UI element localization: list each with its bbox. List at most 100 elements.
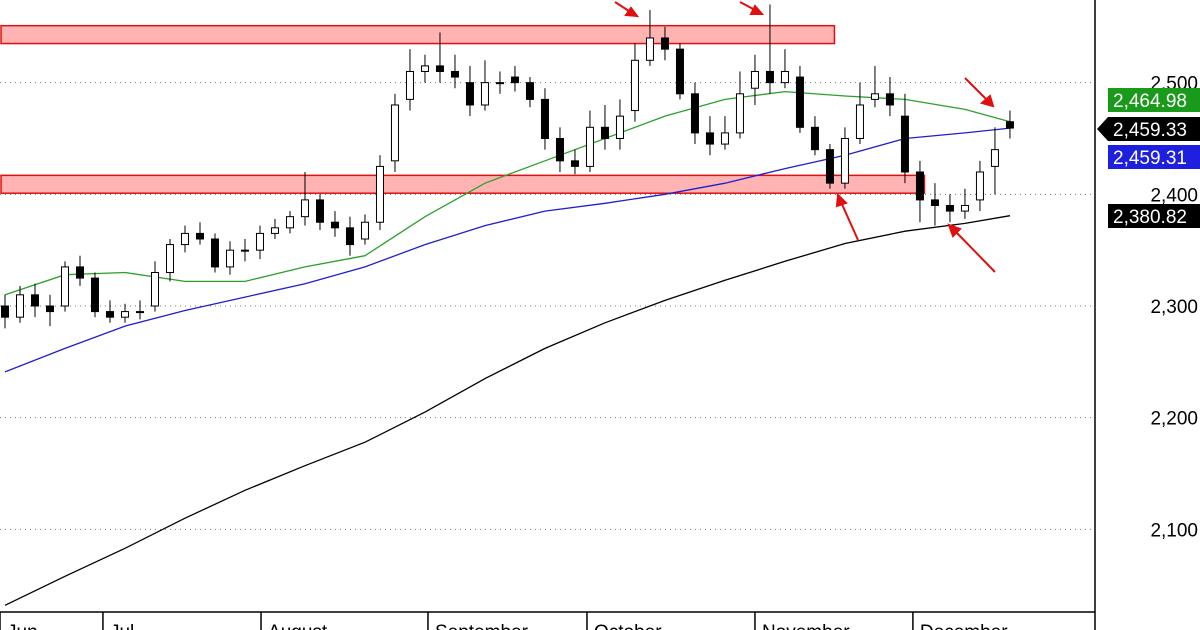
candle-body — [165, 244, 174, 273]
candle-body — [555, 137, 564, 162]
price-label-box — [1108, 145, 1200, 169]
candle-body — [270, 227, 279, 234]
candle-body — [330, 221, 339, 229]
price-label: 2,380.82 — [1108, 204, 1200, 228]
candle-body — [540, 98, 549, 139]
price-label-text: 2,464.98 — [1113, 91, 1187, 112]
arrow-head — [835, 192, 848, 208]
price-label-text: 2,380.82 — [1113, 207, 1187, 228]
price-label-text: 2,459.33 — [1113, 120, 1187, 141]
candle-body — [285, 216, 294, 229]
candle-body — [765, 70, 774, 84]
ma-line — [4, 215, 1011, 606]
candle-body — [405, 70, 414, 100]
candle-body — [885, 93, 894, 106]
arrow — [964, 77, 989, 102]
zone — [0, 174, 926, 194]
candle-body — [315, 199, 324, 223]
candle-body — [435, 65, 444, 72]
candle-body — [600, 126, 609, 139]
price-label-box — [1108, 88, 1200, 112]
candle-body — [795, 76, 804, 128]
candle-body — [915, 171, 924, 201]
candle-body — [900, 115, 909, 173]
candle-body — [480, 82, 489, 106]
candle-body — [255, 232, 264, 251]
candle-body — [810, 126, 819, 151]
y-tick-label: 2,100 — [1150, 520, 1198, 541]
arrow — [840, 201, 859, 241]
candle-body — [735, 93, 744, 134]
candle-body — [870, 93, 879, 100]
candle-body — [945, 204, 954, 212]
candle-body — [450, 70, 459, 78]
candle-body — [660, 37, 669, 50]
candle-body — [90, 277, 99, 313]
candle-body — [705, 132, 714, 145]
candle-body — [645, 37, 654, 61]
candle-body — [225, 249, 234, 268]
y-tick-label: 2,200 — [1150, 409, 1198, 430]
candle-body — [465, 82, 474, 106]
x-tick-label: November — [762, 622, 850, 630]
price-label: 2,459.33 — [1097, 117, 1200, 141]
arrow-head — [979, 94, 995, 108]
candle-body — [150, 271, 159, 307]
price-label: 2,464.98 — [1108, 88, 1200, 112]
candle-body — [975, 171, 984, 201]
price-label-box — [1108, 204, 1200, 228]
zone — [0, 24, 836, 45]
candle-body — [675, 48, 684, 95]
candle-body — [1005, 121, 1014, 129]
candle-body — [240, 249, 249, 252]
arrow-head — [947, 223, 962, 238]
candle-body — [300, 199, 309, 218]
candle-body — [615, 115, 624, 139]
candle-body — [930, 199, 939, 206]
candle-body — [990, 149, 999, 167]
candle-body — [840, 137, 849, 184]
candle-body — [195, 232, 204, 240]
price-label-text: 2,459.31 — [1113, 148, 1187, 169]
candle-body — [630, 59, 639, 112]
candle-body — [690, 93, 699, 134]
arrow-head — [624, 6, 640, 18]
x-tick-label: Jul — [110, 622, 134, 630]
candle-body — [210, 238, 219, 268]
y-tick-label: 2,300 — [1150, 297, 1198, 318]
x-tick-label: October — [594, 622, 662, 630]
candle-body — [495, 82, 504, 85]
candle-body — [825, 149, 834, 184]
candle-body — [15, 294, 24, 318]
candle-body — [510, 76, 519, 84]
candle-body — [375, 165, 384, 223]
candle-body — [360, 221, 369, 240]
candle-body — [0, 305, 9, 318]
candle-body — [45, 305, 54, 313]
x-tick-label: Jun — [7, 622, 38, 630]
candle-body — [75, 266, 84, 279]
arrows — [614, 1, 996, 273]
candle-body — [960, 204, 969, 212]
candle-body — [120, 311, 129, 318]
candle-body — [750, 70, 759, 89]
ma-line — [4, 127, 1011, 373]
x-tick-label: December — [920, 622, 1008, 630]
candle-body — [390, 104, 399, 162]
y-tick-label: 2,400 — [1150, 185, 1198, 206]
arrow — [954, 230, 996, 273]
candle-body — [105, 311, 114, 318]
candle-body — [525, 82, 534, 100]
candle-body — [135, 311, 144, 314]
x-tick-label: September — [435, 622, 529, 630]
ma-line — [4, 90, 1011, 296]
candle-body — [570, 160, 579, 167]
candle-body — [420, 65, 429, 72]
x-tick-label: August — [268, 622, 328, 630]
candle-body — [30, 294, 39, 307]
candle-body — [780, 70, 789, 84]
price-label: 2,459.31 — [1108, 145, 1200, 169]
arrow-head — [749, 4, 765, 15]
